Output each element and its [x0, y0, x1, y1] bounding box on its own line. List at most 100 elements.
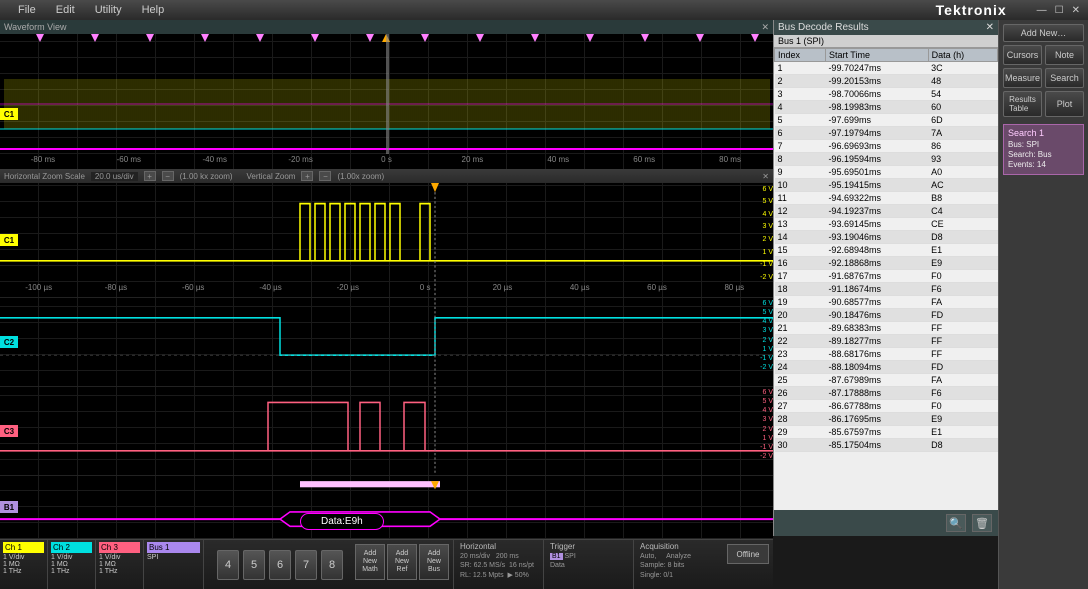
table-row[interactable]: 11-94.69322msB8 — [775, 192, 998, 205]
table-row[interactable]: 21-89.68383msFF — [775, 322, 998, 335]
bus1-box[interactable]: Bus 1 SPI — [144, 540, 204, 589]
zoom-in-btn[interactable]: + — [144, 171, 156, 181]
table-row[interactable]: 27-86.67788msF0 — [775, 400, 998, 413]
results-column-header[interactable]: Start Time — [825, 49, 928, 62]
zoom-bar-close-icon[interactable]: ✕ — [762, 172, 769, 181]
minimize-icon[interactable]: — — [1037, 5, 1047, 16]
ch1-row: C1 6 V5 V4 V3 V2 V1 V-1 V-2 V -100 µs-80… — [0, 183, 773, 298]
table-row[interactable]: 6-97.19794ms7A — [775, 127, 998, 140]
results-close-icon[interactable]: ✕ — [986, 22, 994, 33]
ch1-box[interactable]: Ch 11 V/div1 MΩ1 THz — [0, 540, 48, 589]
vzoom-label: Vertical Zoom — [247, 172, 296, 181]
results-column-header[interactable]: Index — [775, 49, 826, 62]
channel-5-button[interactable]: 5 — [243, 550, 265, 580]
trigger-info[interactable]: Trigger B1 SPI Data — [543, 540, 633, 589]
table-row[interactable]: 7-96.69693ms86 — [775, 140, 998, 153]
channel-4-button[interactable]: 4 — [217, 550, 239, 580]
table-row[interactable]: 30-85.17504msD8 — [775, 439, 998, 452]
waveform-close-icon[interactable]: ✕ — [761, 22, 769, 33]
add-new-button[interactable]: Add New… — [1003, 24, 1084, 42]
ch3-badge: C3 — [0, 425, 18, 437]
ch2-badge: C2 — [0, 336, 18, 348]
table-row[interactable]: 13-93.69145msCE — [775, 218, 998, 231]
add-bus-button[interactable]: Add New Bus — [419, 544, 449, 580]
ch2-vscale: 6 V5 V4 V3 V2 V1 V-1 V-2 V — [755, 298, 773, 372]
ch3-box[interactable]: Ch 31 V/div1 MΩ1 THz — [96, 540, 144, 589]
table-row[interactable]: 9-95.69501msA0 — [775, 166, 998, 179]
menu-help[interactable]: Help — [132, 4, 175, 16]
ch3-row: C3 6 V5 V4 V3 V2 V1 V-1 V-2 V — [0, 387, 773, 476]
table-row[interactable]: 10-95.19415msAC — [775, 179, 998, 192]
channel-6-button[interactable]: 6 — [269, 550, 291, 580]
brand-logo: Tektronix — [936, 2, 1037, 18]
overview-ch1-label: C1 — [0, 108, 18, 120]
zoom-controls-bar: Horizontal Zoom Scale 20.0 us/div + − (1… — [0, 169, 773, 183]
results-column-header[interactable]: Data (h) — [928, 49, 997, 62]
table-row[interactable]: 15-92.68948msE1 — [775, 244, 998, 257]
add-ref-button[interactable]: Add New Ref — [387, 544, 417, 580]
acquisition-info[interactable]: Acquisition Auto, Analyze Sample: 8 bits… — [633, 540, 723, 589]
table-row[interactable]: 8-96.19594ms93 — [775, 153, 998, 166]
results-table[interactable]: IndexStart TimeData (h)1-99.70247ms3C2-9… — [774, 48, 998, 510]
bus-badge: B1 — [0, 501, 18, 513]
menu-edit[interactable]: Edit — [46, 4, 85, 16]
close-icon[interactable]: ✕ — [1072, 5, 1080, 16]
bottom-bar: Ch 11 V/div1 MΩ1 THzCh 21 V/div1 MΩ1 THz… — [0, 539, 773, 589]
zoom-waveform-area[interactable]: C1 6 V5 V4 V3 V2 V1 V-1 V-2 V -100 µs-80… — [0, 183, 773, 539]
note-button[interactable]: Note — [1045, 45, 1084, 65]
add-math-button[interactable]: Add New Math — [355, 544, 385, 580]
table-row[interactable]: 28-86.17695msE9 — [775, 413, 998, 426]
measure-button[interactable]: Measure — [1003, 68, 1042, 88]
zoom-scale-value: 20.0 us/div — [91, 172, 138, 181]
bus-data-label: Data:E9h — [300, 513, 384, 530]
table-row[interactable]: 19-90.68577msFA — [775, 296, 998, 309]
search-button[interactable]: Search — [1045, 68, 1084, 88]
table-row[interactable]: 16-92.18868msE9 — [775, 257, 998, 270]
offline-button[interactable]: Offline — [727, 544, 769, 564]
table-row[interactable]: 5-97.699ms6D — [775, 114, 998, 127]
zoom-out-btn[interactable]: − — [162, 171, 174, 181]
plot-button[interactable]: Plot — [1045, 91, 1084, 117]
table-row[interactable]: 22-89.18277msFF — [775, 335, 998, 348]
table-row[interactable]: 12-94.19237msC4 — [775, 205, 998, 218]
vzoom-in-btn[interactable]: + — [301, 171, 313, 181]
table-row[interactable]: 18-91.18674msF6 — [775, 283, 998, 296]
table-row[interactable]: 14-93.19046msD8 — [775, 231, 998, 244]
results-title: Bus Decode Results — [778, 22, 869, 33]
ch1-badge: C1 — [0, 234, 18, 246]
waveform-view-header: Waveform View ✕ — [0, 20, 773, 34]
results-table-button[interactable]: Results Table — [1003, 91, 1042, 117]
channel-8-button[interactable]: 8 — [321, 550, 343, 580]
search-result-box[interactable]: Search 1 Bus: SPI Search: Bus Events: 14 — [1003, 124, 1084, 175]
channel-7-button[interactable]: 7 — [295, 550, 317, 580]
vzoom-out-btn[interactable]: − — [319, 171, 331, 181]
bus1-title: Bus 1 — [147, 542, 200, 553]
table-row[interactable]: 2-99.20153ms48 — [775, 75, 998, 88]
table-row[interactable]: 20-90.18476msFD — [775, 309, 998, 322]
overview-waveform[interactable]: C1 -80 ms-60 ms-40 ms-20 ms0 s20 ms40 ms… — [0, 34, 773, 169]
overview-time-axis: -80 ms-60 ms-40 ms-20 ms0 s20 ms40 ms60 … — [0, 155, 773, 169]
table-row[interactable]: 29-85.67597msE1 — [775, 426, 998, 439]
bus1-value: SPI — [147, 554, 200, 561]
ch1-vscale: 6 V5 V4 V3 V2 V1 V-1 V-2 V — [755, 183, 773, 283]
zoom-factor: (1.00 kx zoom) — [180, 172, 233, 181]
table-row[interactable]: 4-98.19983ms60 — [775, 101, 998, 114]
table-row[interactable]: 25-87.67989msFA — [775, 374, 998, 387]
results-delete-icon[interactable]: 🗑 — [972, 514, 992, 532]
ch2-box[interactable]: Ch 21 V/div1 MΩ1 THz — [48, 540, 96, 589]
table-row[interactable]: 26-87.17888msF6 — [775, 387, 998, 400]
bus-row: B1 Data:E9h — [0, 476, 773, 539]
maximize-icon[interactable]: ☐ — [1055, 5, 1064, 16]
menu-file[interactable]: File — [8, 4, 46, 16]
table-row[interactable]: 3-98.70066ms54 — [775, 88, 998, 101]
zoom-scale-label: Horizontal Zoom Scale — [4, 172, 85, 181]
ch2-row: C2 6 V5 V4 V3 V2 V1 V-1 V-2 V — [0, 298, 773, 387]
table-row[interactable]: 24-88.18094msFD — [775, 361, 998, 374]
results-zoom-icon[interactable]: 🔍 — [946, 514, 966, 532]
cursors-button[interactable]: Cursors — [1003, 45, 1042, 65]
menu-utility[interactable]: Utility — [85, 4, 132, 16]
horizontal-info[interactable]: Horizontal 20 ms/div 200 ms SR: 62.5 MS/… — [453, 540, 543, 589]
table-row[interactable]: 17-91.68767msF0 — [775, 270, 998, 283]
table-row[interactable]: 23-88.68176msFF — [775, 348, 998, 361]
table-row[interactable]: 1-99.70247ms3C — [775, 62, 998, 75]
